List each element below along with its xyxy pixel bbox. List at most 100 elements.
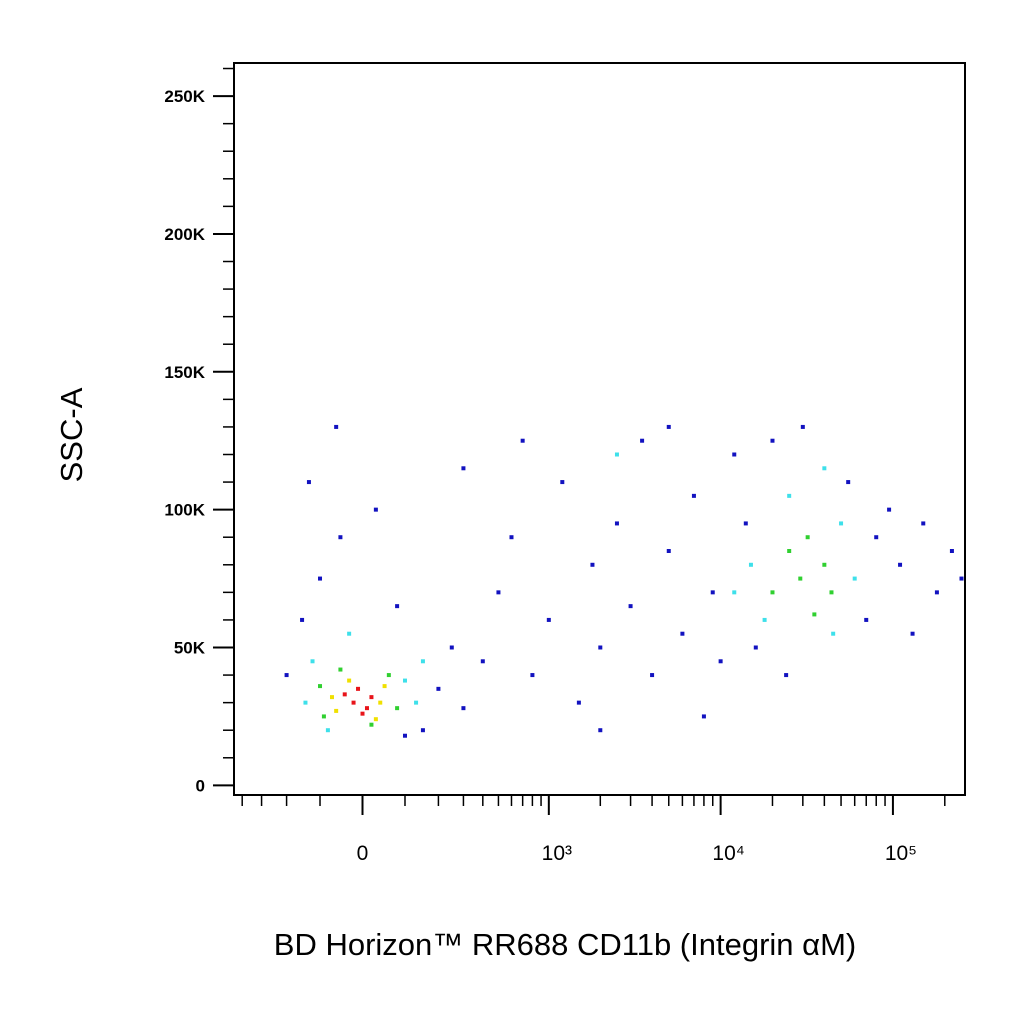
point bbox=[829, 590, 834, 595]
point bbox=[787, 493, 792, 498]
point bbox=[303, 700, 308, 705]
point bbox=[831, 631, 836, 636]
point bbox=[509, 535, 514, 540]
point bbox=[414, 700, 419, 705]
point bbox=[373, 717, 378, 722]
point bbox=[342, 692, 347, 697]
point bbox=[805, 535, 810, 540]
point bbox=[628, 604, 633, 609]
point bbox=[318, 684, 323, 689]
point bbox=[360, 711, 365, 716]
point bbox=[800, 424, 805, 429]
point bbox=[402, 733, 407, 738]
point bbox=[386, 673, 391, 678]
point bbox=[614, 521, 619, 526]
point bbox=[334, 424, 339, 429]
point bbox=[347, 631, 352, 636]
point bbox=[748, 562, 753, 567]
point bbox=[351, 700, 356, 705]
point bbox=[666, 549, 671, 553]
point bbox=[373, 507, 378, 512]
points bbox=[284, 424, 964, 738]
point bbox=[614, 452, 619, 457]
point bbox=[949, 549, 954, 553]
point bbox=[846, 480, 851, 485]
point bbox=[356, 686, 361, 691]
x-tick-label: 0 bbox=[357, 842, 369, 865]
point bbox=[812, 612, 817, 617]
point bbox=[436, 686, 441, 691]
point bbox=[334, 708, 339, 713]
point bbox=[910, 631, 915, 636]
point bbox=[364, 706, 369, 711]
point bbox=[822, 562, 827, 567]
point bbox=[325, 728, 330, 733]
y-tick-label: 100K bbox=[164, 501, 205, 520]
point bbox=[382, 684, 387, 689]
point bbox=[461, 706, 466, 711]
point bbox=[680, 631, 685, 636]
point bbox=[420, 728, 425, 733]
point bbox=[598, 728, 603, 733]
point bbox=[666, 424, 671, 429]
point bbox=[798, 576, 803, 581]
point bbox=[934, 590, 939, 595]
point bbox=[770, 438, 775, 443]
point bbox=[480, 659, 485, 664]
point bbox=[743, 521, 748, 526]
point bbox=[347, 678, 352, 683]
point bbox=[530, 673, 535, 678]
point bbox=[329, 695, 334, 700]
x-tick-label: 10⁵ bbox=[885, 842, 917, 865]
y-tick-label: 200K bbox=[164, 225, 205, 244]
point bbox=[395, 706, 400, 711]
point bbox=[822, 466, 827, 471]
point bbox=[378, 700, 383, 705]
point bbox=[732, 452, 737, 457]
y-tick-label: 0 bbox=[196, 776, 205, 795]
point bbox=[284, 673, 289, 678]
y-axis-label: SSC-A bbox=[54, 387, 89, 482]
point bbox=[576, 700, 581, 705]
plot-frame bbox=[233, 62, 966, 796]
point bbox=[520, 438, 525, 443]
point bbox=[887, 507, 892, 512]
point bbox=[864, 617, 869, 622]
point bbox=[787, 549, 792, 553]
y-tick-label: 150K bbox=[164, 363, 205, 382]
point bbox=[402, 678, 407, 683]
point bbox=[852, 576, 857, 581]
point bbox=[461, 466, 466, 471]
point bbox=[395, 604, 400, 609]
x-tick-label: 10³ bbox=[542, 842, 572, 865]
x-axis-label: BD Horizon™ RR688 CD11b (Integrin αM) bbox=[274, 927, 856, 962]
point bbox=[560, 480, 565, 485]
point bbox=[839, 521, 844, 526]
point bbox=[701, 714, 706, 719]
point bbox=[318, 576, 323, 581]
point bbox=[449, 645, 454, 650]
point bbox=[710, 590, 715, 595]
point bbox=[338, 667, 343, 672]
y-tick-label: 50K bbox=[174, 638, 206, 657]
point bbox=[718, 659, 723, 664]
point bbox=[732, 590, 737, 595]
point bbox=[369, 695, 374, 700]
point bbox=[640, 438, 645, 443]
point bbox=[369, 722, 374, 727]
point bbox=[300, 617, 305, 622]
point bbox=[770, 590, 775, 595]
point bbox=[650, 673, 655, 678]
point bbox=[496, 590, 501, 595]
y-tick-label: 250K bbox=[164, 87, 205, 106]
point bbox=[784, 673, 789, 678]
point bbox=[338, 535, 343, 540]
point bbox=[959, 576, 964, 581]
point bbox=[691, 493, 696, 498]
point bbox=[590, 562, 595, 567]
point bbox=[598, 645, 603, 650]
point bbox=[874, 535, 879, 540]
